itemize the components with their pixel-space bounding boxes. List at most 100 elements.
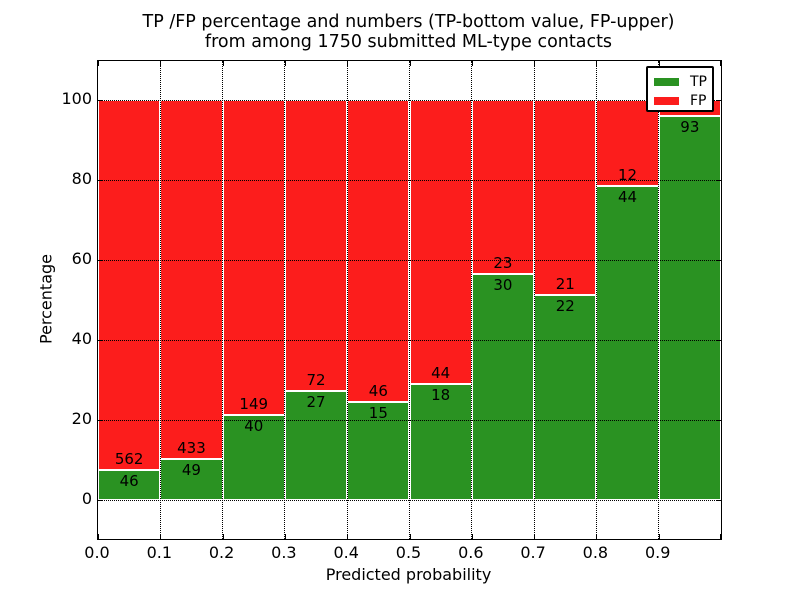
bar-value-label-tp: 44 bbox=[617, 187, 638, 206]
legend: TP FP bbox=[646, 66, 714, 112]
bar-segment-tp bbox=[658, 116, 721, 500]
bar-segment-fp bbox=[347, 100, 410, 402]
x-tick-mark bbox=[98, 534, 99, 539]
y-tick-mark bbox=[98, 340, 103, 341]
bar-value-label-fp: 46 bbox=[368, 381, 388, 400]
legend-swatch-fp-icon bbox=[654, 97, 679, 105]
y-tick-mark bbox=[98, 420, 103, 421]
y-tick-label: 60 bbox=[71, 249, 92, 268]
bar-segment-fp bbox=[160, 100, 223, 460]
y-tick-mark bbox=[716, 100, 721, 101]
bar-segment-tp bbox=[222, 415, 285, 500]
x-tick-label: 0.1 bbox=[146, 543, 173, 562]
x-tick-label: 0.7 bbox=[520, 543, 546, 562]
y-tick-label: 40 bbox=[71, 329, 92, 348]
x-tick-label: 0.8 bbox=[582, 543, 609, 562]
bar-value-label-tp: 49 bbox=[181, 461, 201, 480]
bar-segment-fp bbox=[222, 100, 285, 416]
bar-value-label-tp: 46 bbox=[119, 471, 139, 490]
grid-line-vertical bbox=[409, 61, 410, 539]
chart-title: TP /FP percentage and numbers (TP-bottom… bbox=[97, 12, 720, 52]
y-tick-label: 0 bbox=[81, 489, 92, 508]
bar-value-label-fp: 23 bbox=[493, 253, 513, 272]
bar-segment-fp bbox=[409, 100, 472, 384]
grid-line-vertical bbox=[222, 61, 224, 539]
bar-segment-tp bbox=[534, 295, 597, 500]
legend-entry-fp: FP bbox=[648, 92, 712, 111]
y-tick-mark bbox=[716, 420, 721, 421]
x-tick-mark bbox=[160, 61, 162, 66]
bar-segment-fp bbox=[98, 100, 161, 470]
bar-value-label-fp: 21 bbox=[555, 275, 575, 294]
x-axis-label: Predicted probability bbox=[325, 565, 492, 584]
grid-line-horizontal bbox=[98, 339, 721, 341]
bar-value-label-fp: 44 bbox=[431, 363, 451, 382]
bar-segment-tp bbox=[596, 185, 659, 500]
y-tick-mark bbox=[98, 500, 103, 501]
x-tick-mark bbox=[534, 534, 536, 539]
x-tick-mark bbox=[658, 61, 660, 66]
x-tick-mark bbox=[471, 61, 473, 66]
chart-title-line2: from among 1750 submitted ML-type contac… bbox=[204, 32, 613, 52]
bar-value-label-tp: 30 bbox=[493, 275, 513, 294]
x-tick-mark bbox=[658, 534, 660, 539]
x-tick-mark bbox=[720, 534, 721, 539]
x-tick-mark bbox=[222, 534, 224, 539]
y-tick-label: 100 bbox=[61, 89, 92, 108]
bar-value-label-fp: 12 bbox=[617, 165, 638, 184]
x-tick-mark bbox=[160, 534, 162, 539]
bar-value-label-fp: 433 bbox=[177, 439, 206, 458]
legend-entry-tp: TP bbox=[648, 73, 712, 92]
x-tick-mark bbox=[222, 61, 224, 66]
legend-label-fp: FP bbox=[690, 93, 707, 109]
grid-line-vertical bbox=[159, 61, 161, 539]
x-tick-mark bbox=[534, 61, 536, 66]
bar-value-label-tp: 18 bbox=[431, 385, 451, 404]
x-tick-mark bbox=[284, 61, 286, 66]
plot-area: 562 46 433 49 149 40 72 27 46 15 44 18 23 30 21 22 12 44 9… bbox=[97, 60, 722, 540]
bar-value-label-tp: 40 bbox=[244, 417, 264, 436]
y-tick-mark bbox=[98, 100, 103, 101]
bar-segment-tp bbox=[160, 459, 223, 500]
x-tick-label: 0.3 bbox=[271, 543, 297, 562]
x-tick-label: 0.9 bbox=[644, 543, 671, 562]
x-tick-mark bbox=[284, 534, 286, 539]
bar-segment-fp bbox=[534, 100, 597, 296]
x-tick-mark bbox=[596, 61, 598, 66]
x-tick-label: 0.6 bbox=[458, 543, 484, 562]
y-tick-mark bbox=[98, 260, 103, 261]
bar-segment-fp bbox=[596, 100, 659, 186]
y-tick-label: 20 bbox=[71, 409, 92, 428]
x-tick-mark bbox=[471, 534, 473, 539]
grid-line-horizontal bbox=[98, 179, 721, 181]
x-tick-label: 0.5 bbox=[395, 543, 422, 562]
bar-segment-fp bbox=[471, 100, 535, 274]
bar-value-label-fp: 562 bbox=[114, 449, 144, 468]
bar-value-label-fp: 72 bbox=[306, 370, 326, 389]
x-tick-mark bbox=[347, 534, 349, 539]
bar-value-label-tp: 22 bbox=[555, 297, 575, 316]
grid-line-vertical bbox=[346, 61, 348, 539]
x-tick-mark bbox=[409, 534, 411, 539]
legend-swatch-tp-icon bbox=[654, 78, 679, 86]
y-tick-mark bbox=[716, 260, 721, 261]
bar-segment-tp bbox=[347, 401, 410, 500]
bar-value-label-tp: 93 bbox=[680, 118, 700, 137]
y-tick-mark bbox=[716, 180, 721, 181]
bar-segment-tp bbox=[471, 273, 535, 500]
bar-value-label-tp: 15 bbox=[368, 403, 388, 422]
x-tick-label: 0.2 bbox=[208, 543, 235, 562]
x-tick-label: 0.4 bbox=[333, 543, 359, 562]
bar-segment-tp bbox=[98, 469, 161, 500]
legend-label-tp: TP bbox=[690, 74, 707, 90]
grid-line-horizontal bbox=[98, 419, 721, 421]
x-tick-mark bbox=[98, 61, 99, 66]
grid-line-vertical bbox=[595, 61, 597, 539]
grid-line-vertical bbox=[471, 61, 473, 539]
chart-title-line1: TP /FP percentage and numbers (TP-bottom… bbox=[142, 12, 675, 32]
x-tick-mark bbox=[596, 534, 598, 539]
grid-line-horizontal bbox=[98, 259, 721, 261]
grid-line-horizontal bbox=[98, 99, 721, 101]
x-tick-mark bbox=[347, 61, 349, 66]
